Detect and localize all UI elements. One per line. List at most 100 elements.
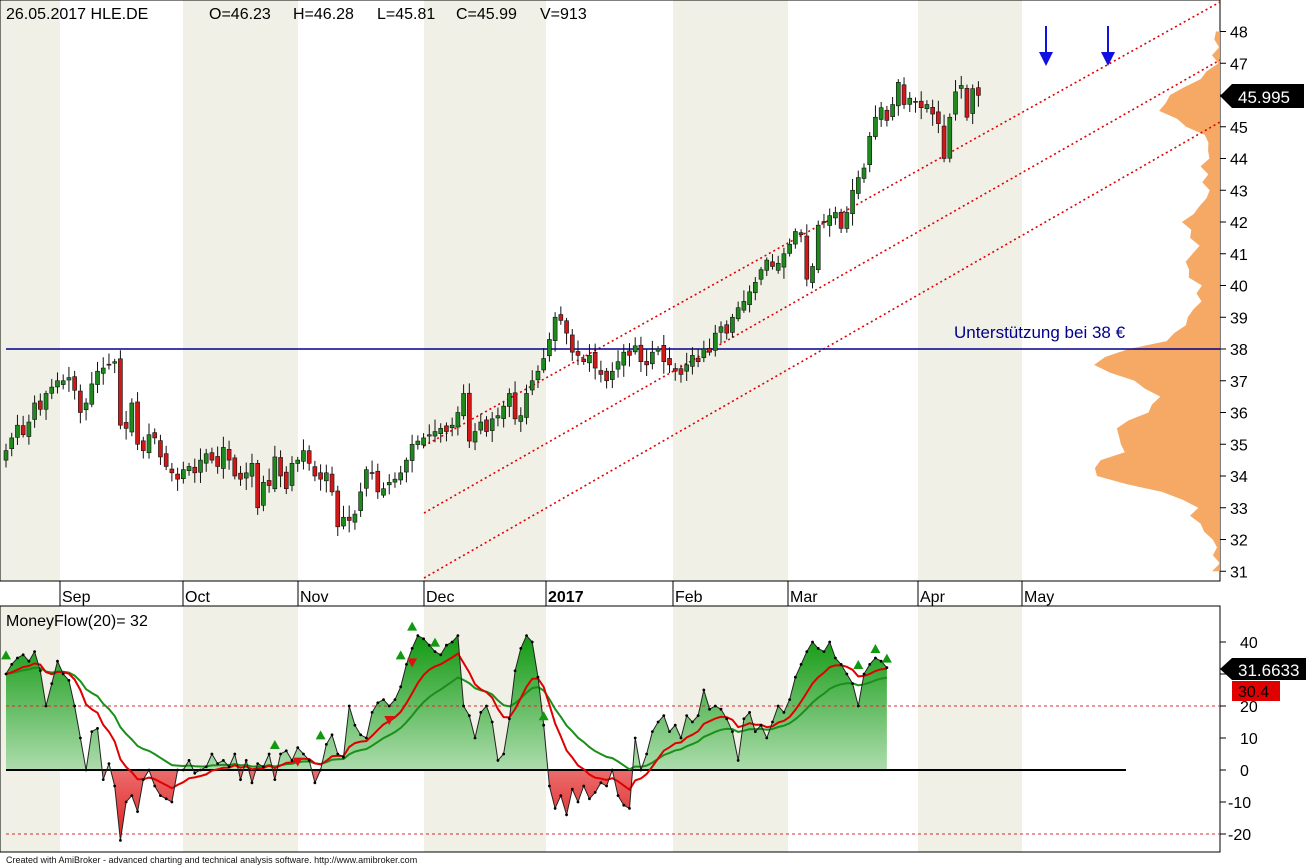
mfi-point-104 — [599, 781, 603, 785]
mfi-point-31 — [181, 768, 185, 772]
candle-body-80 — [461, 393, 466, 417]
mfi-point-147 — [845, 672, 849, 676]
mfi-point-18 — [107, 762, 111, 765]
candle-body-91 — [524, 393, 529, 418]
mfi-point-47 — [273, 778, 277, 781]
mfi-point-120 — [691, 720, 694, 724]
mfi-point-116 — [668, 730, 671, 733]
candle-body-119 — [684, 364, 689, 372]
candle-body-95 — [547, 339, 552, 357]
candle-body-16 — [95, 370, 100, 385]
volume-profile-area — [1094, 31, 1220, 572]
mfi-point-30 — [176, 768, 180, 772]
mfi-point-13 — [78, 736, 82, 740]
mfi-point-95 — [548, 784, 551, 788]
candle-body-46 — [266, 480, 272, 486]
mfi-point-85 — [490, 720, 494, 724]
mfi-point-32 — [187, 759, 191, 762]
candle-body-48 — [278, 457, 283, 477]
candle-body-126 — [724, 324, 730, 334]
price-tick-label-41: 41 — [1230, 247, 1248, 264]
candle-body-147 — [844, 212, 850, 229]
candle-body-60 — [346, 516, 352, 521]
price-tick-label-31: 31 — [1230, 564, 1248, 581]
buy-signal-6 — [538, 711, 549, 721]
mfi-point-62 — [359, 733, 363, 737]
candle-body-47 — [272, 456, 278, 490]
mfi-point-78 — [450, 640, 454, 644]
band-mfi-2 — [183, 606, 298, 852]
mfi-point-127 — [731, 730, 734, 733]
peak-arrow-1 — [1039, 26, 1053, 66]
month-label-2: Nov — [300, 589, 328, 606]
mfi-point-97 — [559, 794, 563, 797]
mfi-point-35 — [204, 765, 208, 769]
mfi-point-27 — [159, 794, 162, 797]
candle-body-73 — [421, 437, 426, 446]
mfi-point-3 — [21, 653, 25, 657]
price-tick-label-38: 38 — [1230, 342, 1248, 359]
mfi-point-82 — [473, 736, 477, 740]
regression-channel — [423, 1, 1221, 579]
candle-body-18 — [106, 363, 112, 366]
mfi-point-37 — [216, 762, 220, 765]
candle-body-115 — [661, 345, 667, 363]
candle-body-155 — [890, 104, 895, 117]
mfi-point-8 — [50, 682, 54, 685]
candle-body-157 — [901, 84, 907, 105]
mfi-point-74 — [427, 643, 431, 647]
candle-body-61 — [352, 513, 358, 523]
candle-body-6 — [38, 400, 43, 410]
mfi-point-77 — [445, 643, 448, 647]
candle-body-111 — [638, 344, 644, 363]
mfi-point-43 — [250, 781, 254, 785]
candle-body-117 — [672, 368, 678, 372]
mfi-point-146 — [839, 663, 843, 666]
band-mfi-9 — [1022, 606, 1220, 852]
candle-body-63 — [364, 469, 369, 489]
candle-body-158 — [907, 97, 913, 105]
mfi-point-26 — [153, 784, 157, 788]
header-low: L=45.81 — [377, 6, 435, 23]
candle-body-77 — [444, 425, 449, 432]
header-volume: V=913 — [540, 6, 587, 23]
buy-signal-2 — [315, 730, 326, 740]
candle-body-167 — [958, 85, 964, 89]
mfi-point-152 — [874, 656, 877, 660]
mfi-point-67 — [387, 704, 391, 708]
candle-body-125 — [718, 326, 724, 333]
candle-body-76 — [438, 428, 444, 434]
mfi-point-56 — [324, 743, 328, 746]
mfi-point-133 — [765, 736, 769, 740]
mfi-smooth-line — [5, 666, 888, 771]
mfi-signal-line — [5, 652, 887, 792]
mfi-point-58 — [336, 752, 340, 756]
candle-body-130 — [747, 291, 752, 305]
candle-body-19 — [112, 361, 117, 364]
candle-body-122 — [701, 348, 707, 359]
candle-body-13 — [78, 390, 83, 413]
mfi-point-86 — [496, 759, 500, 762]
candle-body-51 — [295, 459, 301, 464]
candle-body-136 — [781, 253, 787, 268]
mfi-point-136 — [782, 711, 786, 714]
mfi-point-84 — [485, 704, 488, 708]
mfi-point-64 — [370, 711, 374, 714]
candle-body-141 — [810, 266, 815, 283]
buy-signal-3 — [395, 650, 406, 660]
mfi-point-0 — [4, 672, 8, 676]
mfi-point-1 — [10, 663, 14, 666]
buy-signal-7 — [853, 660, 864, 669]
mfi-point-52 — [302, 752, 305, 756]
candle-body-164 — [941, 125, 947, 159]
price-tick-label-45: 45 — [1230, 120, 1248, 137]
mfi-point-21 — [124, 800, 128, 804]
candle-body-101 — [581, 358, 587, 362]
mfi-point-79 — [456, 634, 460, 637]
candle-body-33 — [192, 466, 198, 474]
mfi-point-149 — [856, 704, 860, 708]
candle-body-2 — [15, 424, 20, 438]
candle-body-92 — [529, 380, 535, 391]
band-price-2 — [183, 0, 298, 581]
band-price-0 — [0, 0, 60, 581]
